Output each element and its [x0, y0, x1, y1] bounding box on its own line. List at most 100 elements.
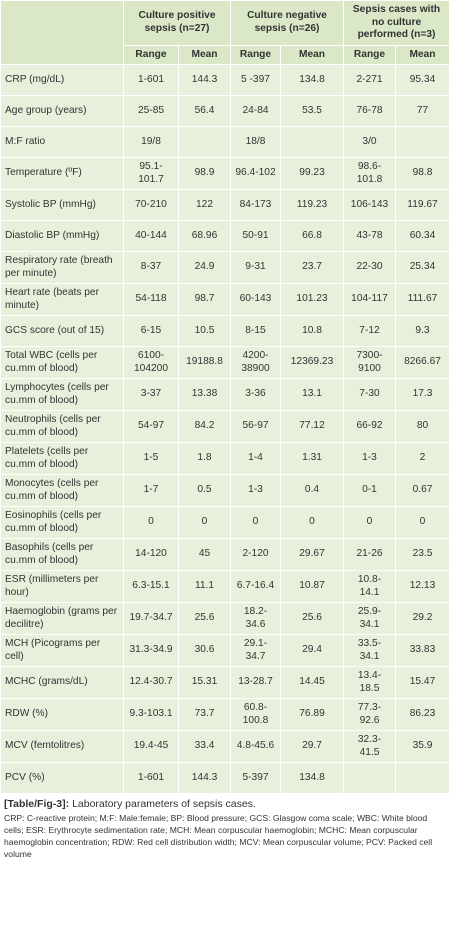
mean-cell: 101.23	[280, 283, 344, 316]
body-row: Total WBC (cells per cu.mm of blood) 6100…	[0, 346, 449, 379]
mean-cell: 98.7	[178, 283, 231, 316]
body-row: Platelets (cells per cu.mm of blood) 1-5 1…	[0, 442, 449, 475]
range-cell: 1-4	[230, 442, 281, 475]
mean-cell: 25.6	[280, 602, 344, 635]
range-cell: 66-92	[343, 410, 396, 443]
mean-cell: 66.8	[280, 220, 344, 252]
range-cell: 6-15	[123, 315, 179, 347]
parameter-cell: GCS score (out of 15)	[0, 315, 124, 347]
parameter-cell: Platelets (cells per cu.mm of blood)	[0, 442, 124, 475]
mean-cell: 24.9	[178, 251, 231, 284]
parameter-cell: Temperature (ºF)	[0, 157, 124, 190]
mean-cell: 9.3	[394, 315, 449, 347]
mean-cell: 0.4	[280, 474, 344, 507]
range-cell: 13-28.7	[230, 666, 281, 699]
mean-cell: 119.23	[280, 189, 344, 221]
parameter-cell: M:F ratio	[0, 126, 124, 158]
body-row: Basophils (cells per cu.mm of blood) 14-1…	[0, 538, 449, 571]
parameter-cell: Diastolic BP (mmHg)	[0, 220, 124, 252]
range-cell: 14-120	[123, 538, 179, 571]
empty-cell	[280, 126, 344, 158]
mean-cell: 73.7	[178, 698, 231, 731]
range-cell: 95.1-101.7	[123, 157, 179, 190]
range-cell: 25.9-34.1	[343, 602, 396, 635]
range-cell: 22-30	[343, 251, 396, 284]
range-cell: 24-84	[230, 95, 281, 127]
range-cell: 1-601	[123, 64, 179, 96]
parameter-cell: Haemoglobin (grams per decilitre)	[0, 602, 124, 635]
range-cell: 4.8-45.6	[230, 730, 281, 763]
mean-cell: 99.23	[280, 157, 344, 190]
range-cell: 3/0	[343, 126, 396, 158]
mean-cell: 29.4	[280, 634, 344, 667]
body-row: PCV (%) 1-601 144.3 5-397 134.8	[0, 762, 449, 794]
range-cell: 18/8	[230, 126, 281, 158]
parameter-cell: PCV (%)	[0, 762, 124, 794]
body-row: Temperature (ºF) 95.1-101.7 98.9 96.4-102 99…	[0, 157, 449, 190]
range-cell: 77.3-92.6	[343, 698, 396, 731]
range-cell: 7300-9100	[343, 346, 396, 379]
sub-header: Mean	[280, 44, 344, 65]
range-cell: 32.3-41.5	[343, 730, 396, 763]
mean-cell: 134.8	[280, 64, 344, 96]
mean-cell: 0	[280, 506, 344, 539]
body-row: GCS score (out of 15) 6-15 10.5 8-15 10.8 7-1…	[0, 315, 449, 347]
table-body: CRP (mg/dL) 1-601 144.3 5 -397 134.8 2-271 95.…	[0, 64, 449, 794]
mean-cell: 68.96	[178, 220, 231, 252]
range-cell: 9-31	[230, 251, 281, 284]
range-cell: 6.3-15.1	[123, 570, 179, 603]
mean-cell: 11.1	[178, 570, 231, 603]
sub-header: Range	[230, 44, 281, 65]
range-cell: 2-120	[230, 538, 281, 571]
range-cell: 1-5	[123, 442, 179, 475]
mean-cell: 2	[394, 442, 449, 475]
mean-cell: 12369.23	[280, 346, 344, 379]
range-cell: 12.4-30.7	[123, 666, 179, 699]
range-cell: 3-36	[230, 378, 281, 411]
range-cell: 96.4-102	[230, 157, 281, 190]
mean-cell: 80	[394, 410, 449, 443]
range-cell: 8-37	[123, 251, 179, 284]
body-row: Lymphocytes (cells per cu.mm of blood) 3-…	[0, 378, 449, 411]
sub-header: Mean	[178, 44, 231, 65]
mean-cell: 23.5	[394, 538, 449, 571]
empty-cell	[394, 126, 449, 158]
caption-note: CRP: C-reactive protein; M:F: Male:femal…	[4, 813, 433, 859]
range-cell: 98.6-101.8	[343, 157, 396, 190]
range-cell: 7-12	[343, 315, 396, 347]
mean-cell: 45	[178, 538, 231, 571]
header-row: Culture positive sepsis (n=27) Culture ne…	[0, 0, 449, 65]
mean-cell: 25.34	[394, 251, 449, 284]
mean-cell: 15.31	[178, 666, 231, 699]
caption: [Table/Fig-3]: Laboratory parameters of …	[0, 794, 449, 811]
mean-cell: 144.3	[178, 64, 231, 96]
parameter-cell: Basophils (cells per cu.mm of blood)	[0, 538, 124, 571]
mean-cell: 33.83	[394, 634, 449, 667]
mean-cell: 8266.67	[394, 346, 449, 379]
range-cell: 6100-104200	[123, 346, 179, 379]
body-row: Age group (years) 25-85 56.4 24-84 53.5 76-78…	[0, 95, 449, 127]
range-cell: 1-601	[123, 762, 179, 794]
body-row: RDW (%) 9.3-103.1 73.7 60.8-100.8 76.89 77.3-…	[0, 698, 449, 731]
table-head: Culture positive sepsis (n=27) Culture ne…	[0, 0, 449, 65]
mean-cell: 111.67	[394, 283, 449, 316]
range-cell: 19.4-45	[123, 730, 179, 763]
sub-header: Range	[123, 44, 179, 65]
mean-cell: 33.4	[178, 730, 231, 763]
sub-header: Range	[343, 44, 396, 65]
mean-cell: 1.8	[178, 442, 231, 475]
caption-label: [Table/Fig-3]:	[4, 798, 70, 810]
caption-title: Laboratory parameters of sepsis cases.	[72, 798, 256, 810]
parameter-cell: Eosinophils (cells per cu.mm of blood)	[0, 506, 124, 539]
mean-cell: 14.45	[280, 666, 344, 699]
body-row: Systolic BP (mmHg) 70-210 122 84-173 119.23 1…	[0, 189, 449, 221]
mean-cell: 35.9	[394, 730, 449, 763]
mean-cell: 77.12	[280, 410, 344, 443]
mean-cell: 30.6	[178, 634, 231, 667]
range-cell: 5 -397	[230, 64, 281, 96]
range-cell: 31.3-34.9	[123, 634, 179, 667]
body-row: ESR (millimeters per hour) 6.3-15.1 11.1 6.…	[0, 570, 449, 603]
mean-cell: 10.8	[280, 315, 344, 347]
mean-cell: 15.47	[394, 666, 449, 699]
range-cell: 54-97	[123, 410, 179, 443]
